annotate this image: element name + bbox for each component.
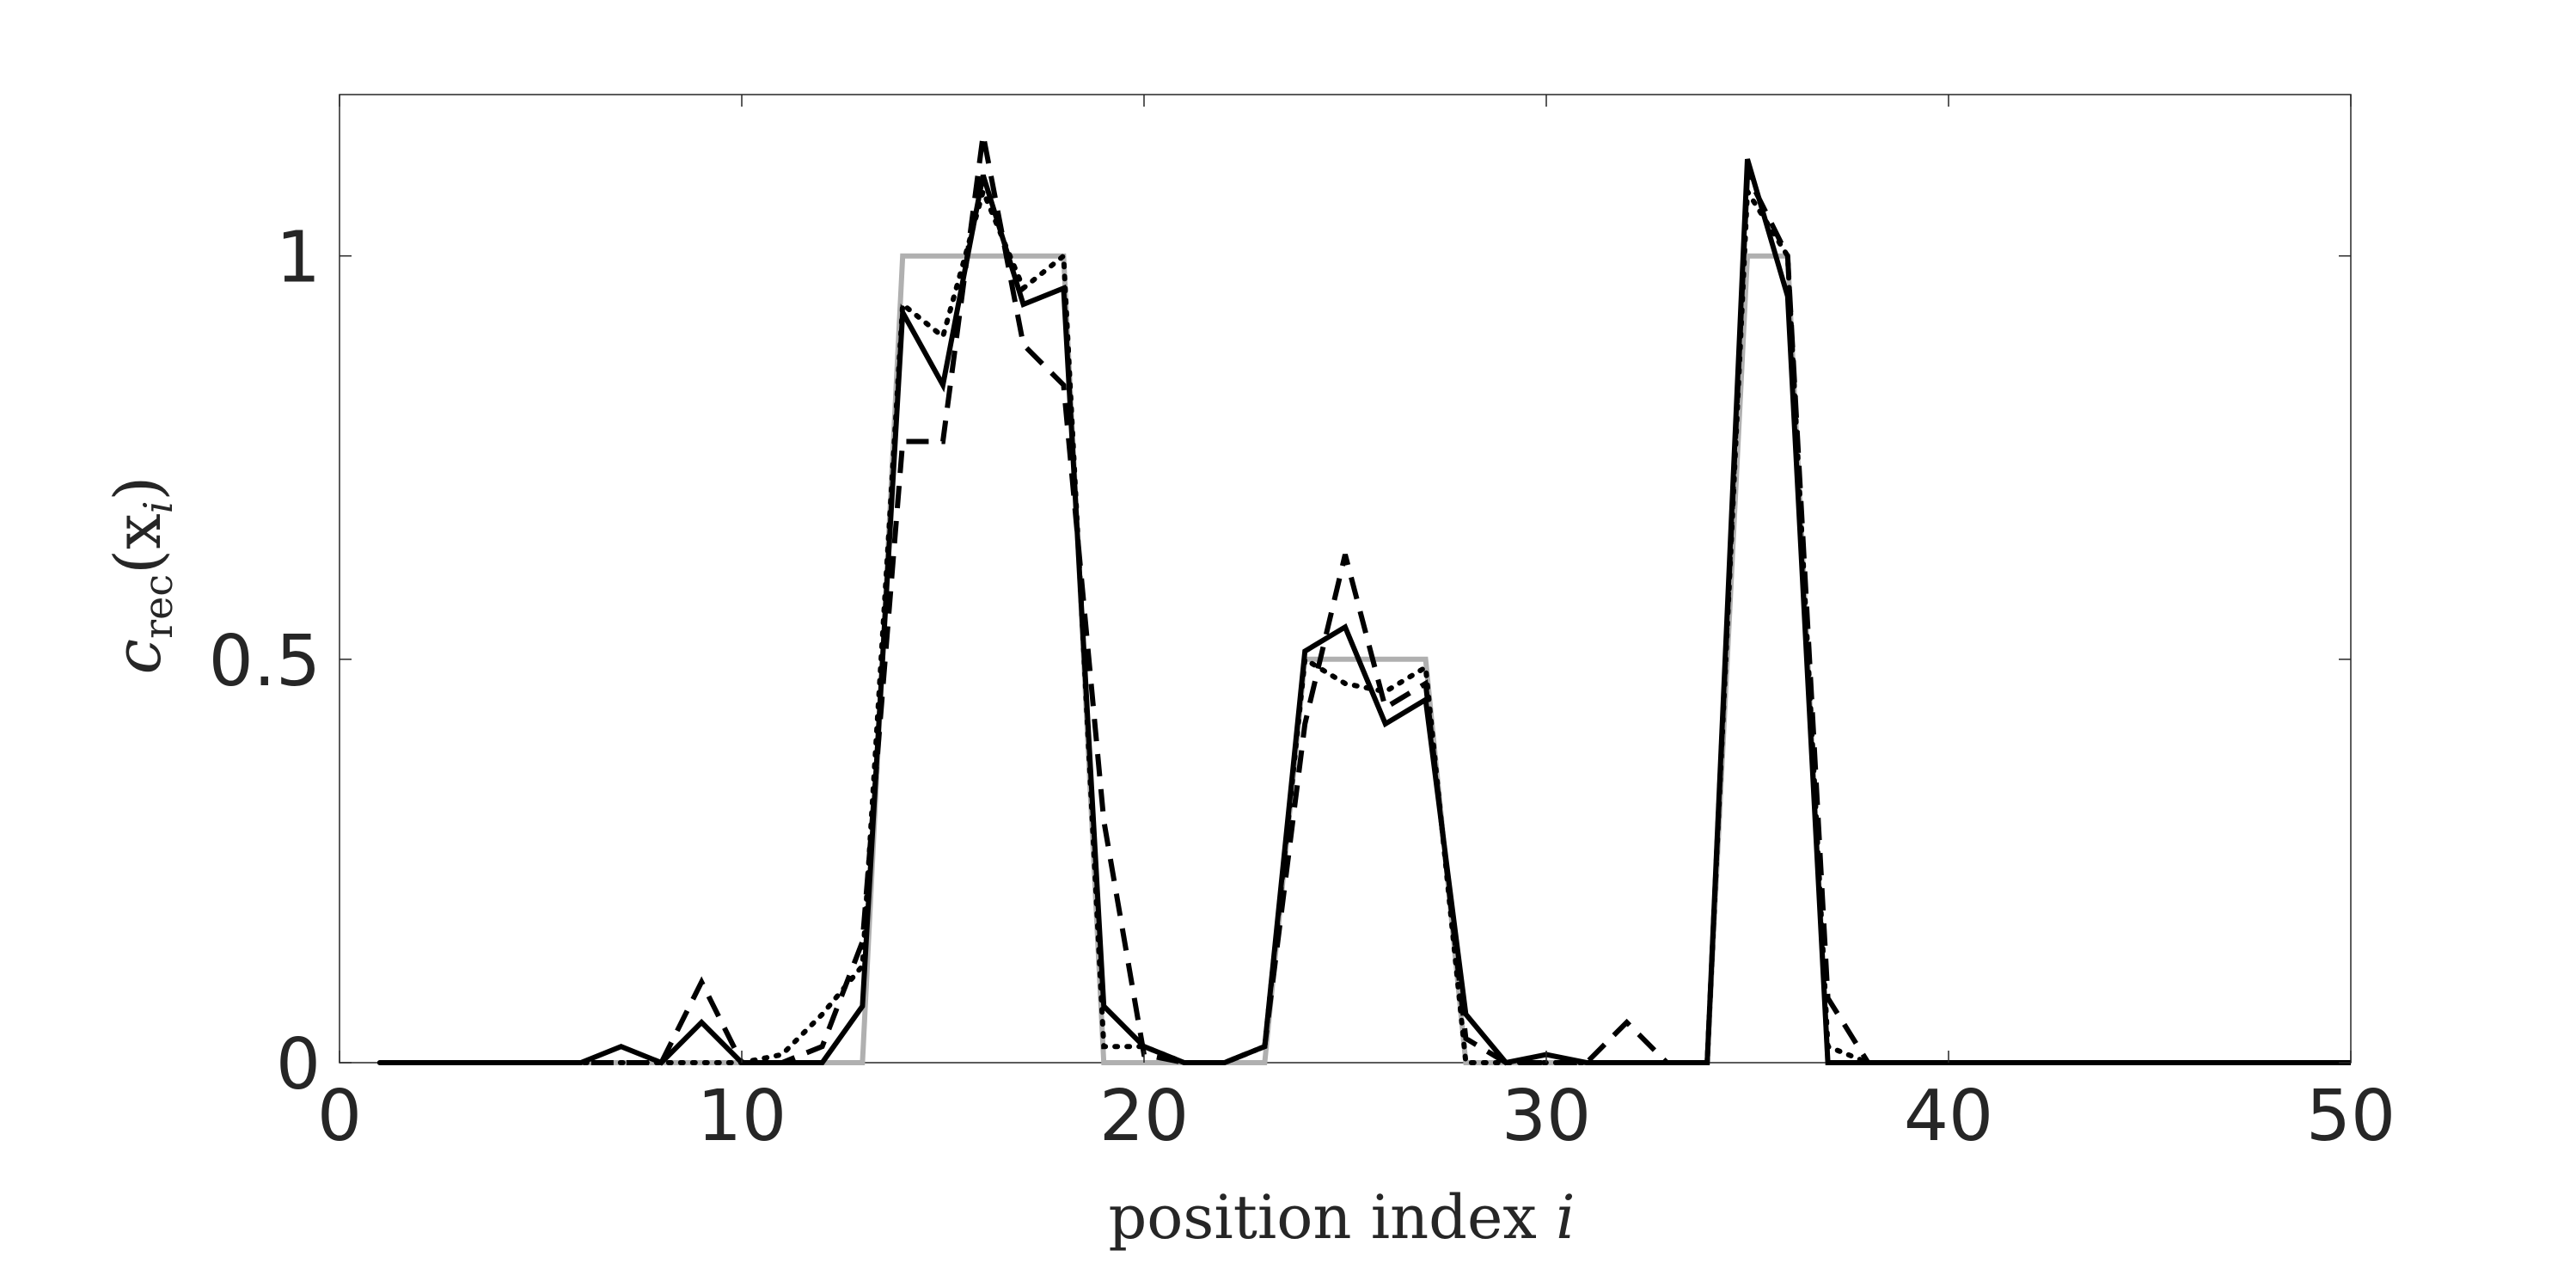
series-line-dashed: [379, 134, 2351, 1065]
y-axis-label-rest-sub: i: [135, 501, 181, 514]
x-axis-label-variable: i: [1556, 1182, 1575, 1253]
x-tick-label: 40: [1904, 1076, 1993, 1157]
y-axis-label-rest: (x: [101, 513, 175, 574]
ticks-layer: 0 10 20 30 40 50 0 0.5 1: [209, 95, 2395, 1157]
y-axis-label-close: ): [101, 476, 175, 501]
y-tick-label: 0.5: [209, 621, 321, 702]
x-tick-label: 20: [1099, 1076, 1189, 1157]
y-axis-label: crec(xi): [101, 476, 181, 675]
y-tick-label: 0: [276, 1024, 321, 1106]
x-tick-label: 50: [2306, 1076, 2395, 1157]
series-layer: [376, 134, 2353, 1066]
x-tick-label: 0: [317, 1076, 362, 1157]
plot-area: [339, 94, 2352, 1064]
x-axis-label: position index i: [1108, 1182, 1575, 1253]
axes-box: [339, 94, 2352, 1064]
y-axis-label-sub: rec: [135, 574, 181, 639]
x-tick-label: 30: [1502, 1076, 1591, 1157]
series-line-solid: [379, 158, 2351, 1066]
series-line-dotted: [376, 182, 2353, 1065]
y-tick-label: 1: [276, 218, 321, 299]
y-axis-label-main: c: [101, 639, 175, 674]
x-axis-label-text: position index: [1108, 1182, 1556, 1253]
x-tick-label: 10: [697, 1076, 786, 1157]
